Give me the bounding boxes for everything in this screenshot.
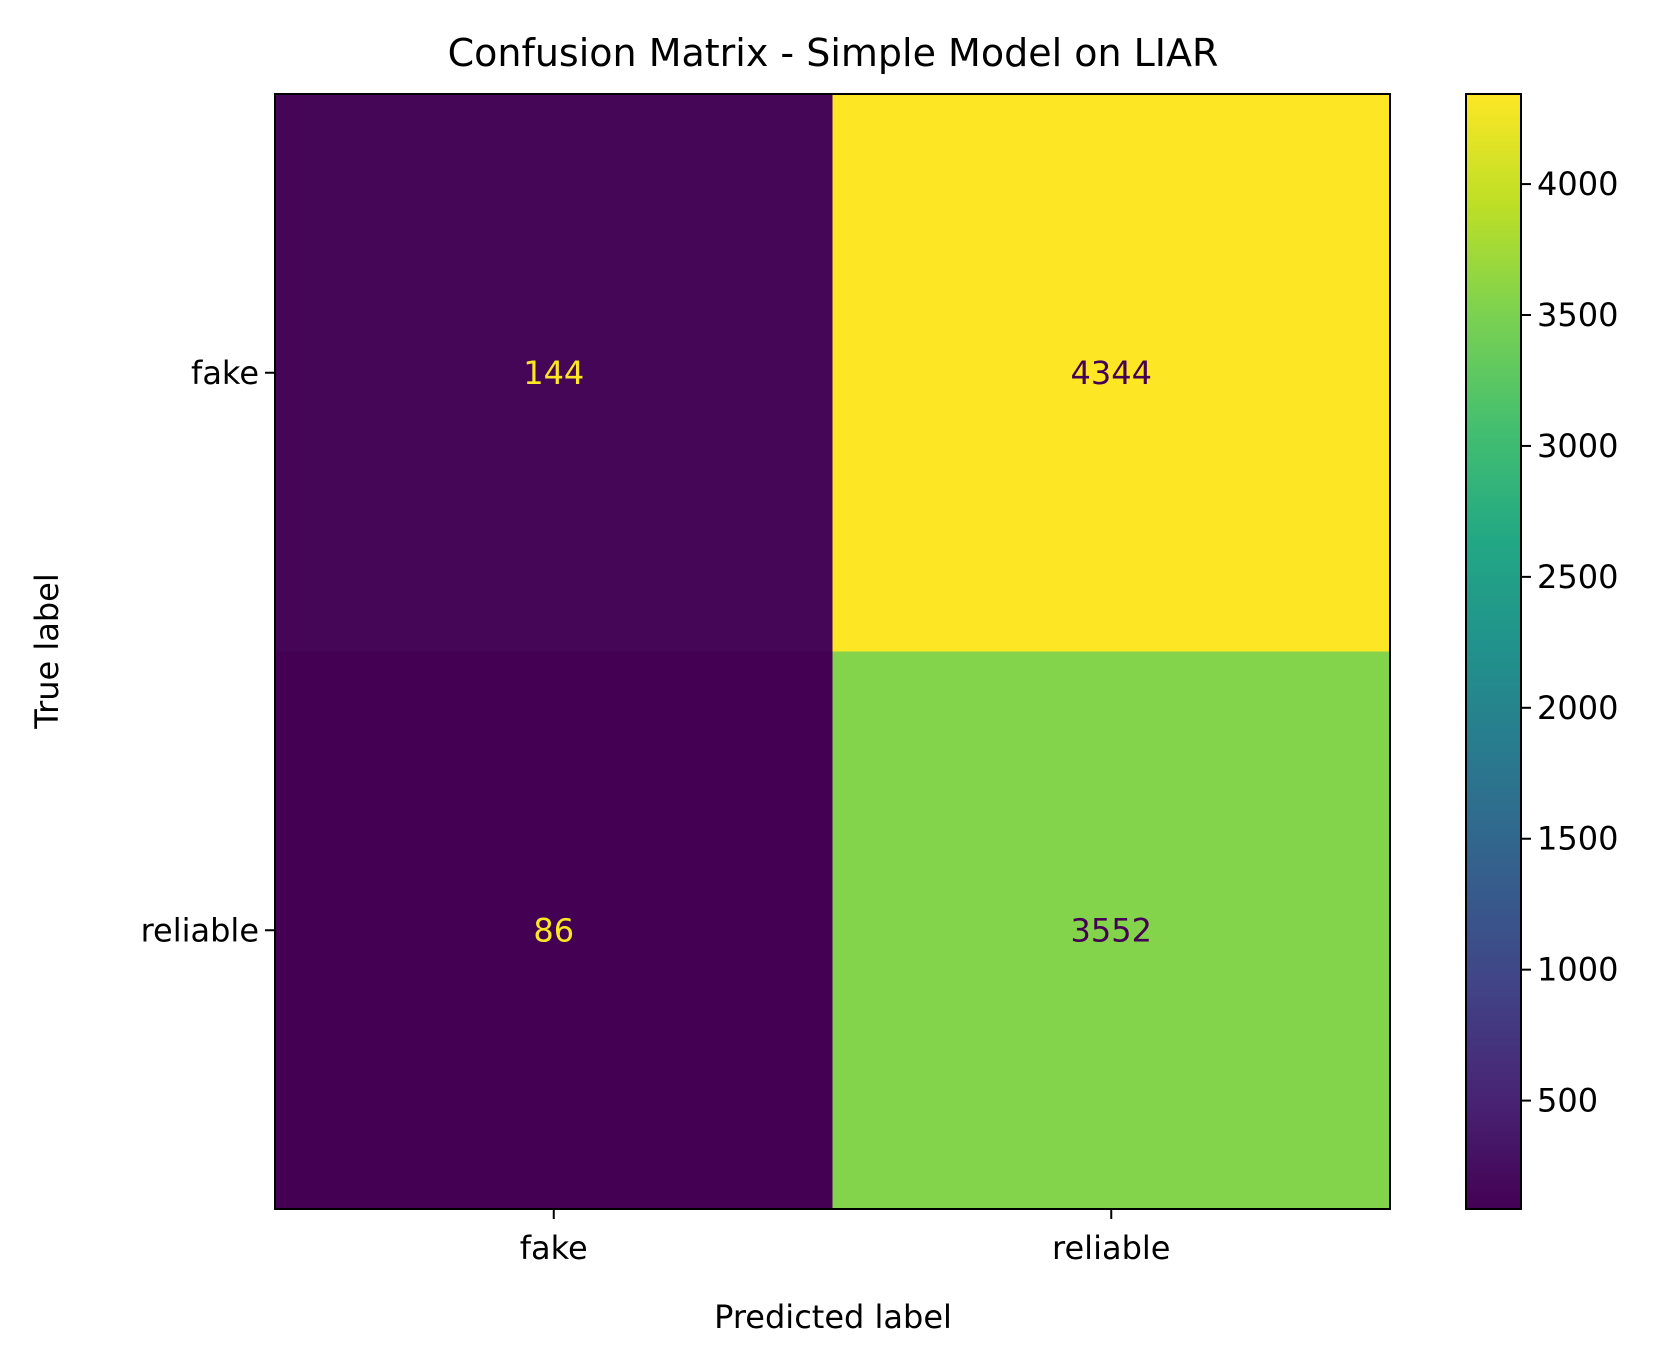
colorbar-tick-label: 3000 <box>1537 427 1618 465</box>
chart-title: Confusion Matrix - Simple Model on LIAR <box>448 31 1219 75</box>
colorbar <box>1465 93 1522 1210</box>
y-axis-label: True label <box>28 573 66 730</box>
colorbar-tick-label: 2000 <box>1537 689 1618 727</box>
cell-value-label: 3552 <box>1071 911 1152 949</box>
colorbar-ticks: 500 1000 1500 2000 2500 3000 3500 4000 <box>1521 165 1618 1120</box>
heatmap-cell <box>275 651 833 1210</box>
y-tick-label: fake <box>191 354 259 392</box>
heatmap-cell <box>275 94 833 652</box>
y-tick-label: reliable <box>141 911 259 949</box>
colorbar-tick-label: 1500 <box>1537 820 1618 858</box>
cell-value-label: 144 <box>523 354 584 392</box>
plot-frame <box>274 93 1391 1210</box>
cell-value-labels: 144 4344 86 3552 <box>523 354 1152 950</box>
x-axis-ticks: fake reliable <box>520 1209 1170 1267</box>
x-tick-label: reliable <box>1052 1229 1170 1267</box>
x-tick-label: fake <box>520 1229 588 1267</box>
colorbar-tick-label: 3500 <box>1537 296 1618 334</box>
colorbar-tick-label: 500 <box>1537 1082 1598 1120</box>
cell-value-label: 4344 <box>1071 354 1152 392</box>
y-axis-ticks: fake reliable <box>141 354 275 949</box>
heatmap-cell <box>832 651 1391 1210</box>
x-axis-label: Predicted label <box>714 1298 952 1336</box>
heatmap-cells <box>275 94 1391 1210</box>
heatmap-cell <box>832 94 1391 652</box>
colorbar-tick-label: 4000 <box>1537 165 1618 203</box>
colorbar-tick-label: 2500 <box>1537 558 1618 596</box>
colorbar-tick-label: 1000 <box>1537 951 1618 989</box>
cell-value-label: 86 <box>533 911 574 949</box>
